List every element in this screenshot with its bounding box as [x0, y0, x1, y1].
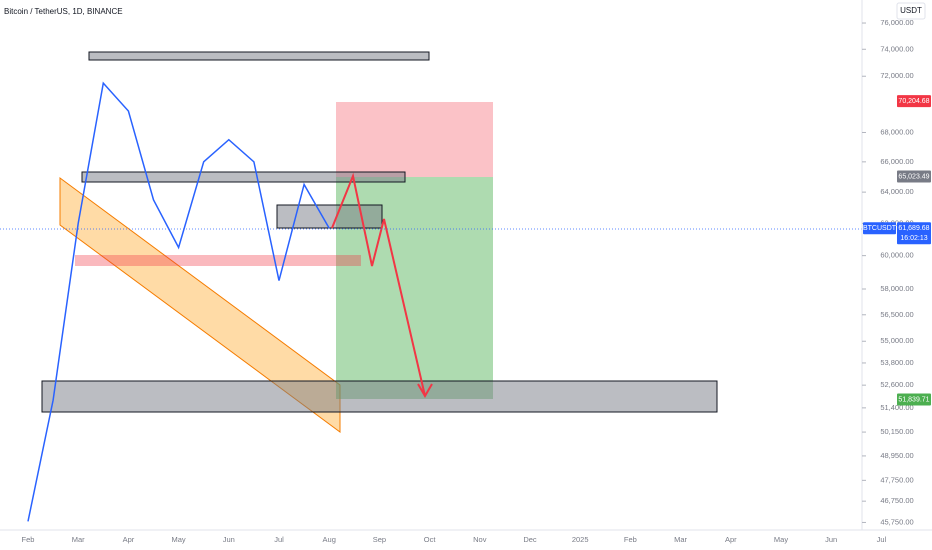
y-tick-label: 58,000.00 — [880, 284, 913, 293]
currency-button[interactable] — [896, 2, 926, 20]
zone-box — [75, 255, 361, 266]
x-tick-label: 2025 — [572, 535, 589, 544]
y-tick-label: 55,000.00 — [880, 336, 913, 345]
channel — [59, 177, 341, 433]
y-tick-label: 62,000.00 — [880, 218, 913, 227]
y-tick-label: 56,500.00 — [880, 310, 913, 319]
x-tick-label: May — [172, 535, 186, 544]
price-line-series — [27, 81, 330, 522]
y-tick-label: 48,950.00 — [880, 451, 913, 460]
x-tick-label: Feb — [22, 535, 35, 544]
x-tick-label: Sep — [373, 535, 386, 544]
x-tick-label: Feb — [624, 535, 637, 544]
projection-arrow — [331, 172, 426, 397]
x-tick-label: Apr — [725, 535, 737, 544]
price-tag-label: 65,023.49 — [898, 173, 929, 180]
y-tick-label: 76,000.00 — [880, 18, 913, 27]
price-tag — [897, 393, 931, 406]
x-tick-label: Jun — [223, 535, 235, 544]
risk-zone — [336, 102, 493, 177]
x-tick-label: Aug — [323, 535, 336, 544]
zone-box — [88, 51, 430, 61]
x-tick-label: Jul — [274, 535, 284, 544]
x-tick-label: Jul — [877, 535, 887, 544]
x-tick-label: Dec — [523, 535, 537, 544]
y-tick-label: 51,400.00 — [880, 403, 913, 412]
symbol-tag — [863, 222, 896, 235]
drawings — [0, 51, 862, 433]
currency-label[interactable]: USDT — [900, 6, 922, 15]
x-tick-label: Jun — [825, 535, 837, 544]
countdown: 16:02:13 — [900, 235, 927, 242]
zone-box — [41, 380, 718, 413]
price-tag-label: 51,839.71 — [898, 396, 929, 403]
x-tick-label: Mar — [674, 535, 687, 544]
y-tick-label: 64,000.00 — [880, 187, 913, 196]
price-tag-label: 61,689.68 — [898, 225, 929, 232]
y-tick-label: 66,000.00 — [880, 157, 913, 166]
y-tick-label: 60,000.00 — [880, 251, 913, 260]
y-tick-label: 68,000.00 — [880, 127, 913, 136]
arrow-head — [417, 383, 433, 398]
x-tick-label: Oct — [424, 535, 437, 544]
x-tick-label: Apr — [123, 535, 135, 544]
y-tick-label: 45,750.00 — [880, 517, 913, 526]
y-tick-label: 74,000.00 — [880, 44, 913, 53]
y-tick-label: 52,600.00 — [880, 380, 913, 389]
y-tick-label: 50,150.00 — [880, 427, 913, 436]
chart-title: Bitcoin / TetherUS, 1D, BINANCE — [4, 7, 123, 16]
x-tick-label: Mar — [72, 535, 85, 544]
zone-box — [276, 204, 383, 229]
y-tick-label: 72,000.00 — [880, 71, 913, 80]
x-tick-label: May — [774, 535, 788, 544]
price-tag — [897, 95, 931, 108]
x-tick-label: Nov — [473, 535, 487, 544]
y-tick-label: 46,750.00 — [880, 496, 913, 505]
price-tag — [897, 170, 931, 183]
symbol-label: BTCUSDT — [863, 225, 897, 232]
y-tick-label: 53,800.00 — [880, 358, 913, 367]
price-tag-label: 70,204.68 — [898, 98, 929, 105]
y-tick-label: 47,750.00 — [880, 475, 913, 484]
price-tag — [897, 222, 931, 245]
zone-box — [81, 171, 406, 183]
